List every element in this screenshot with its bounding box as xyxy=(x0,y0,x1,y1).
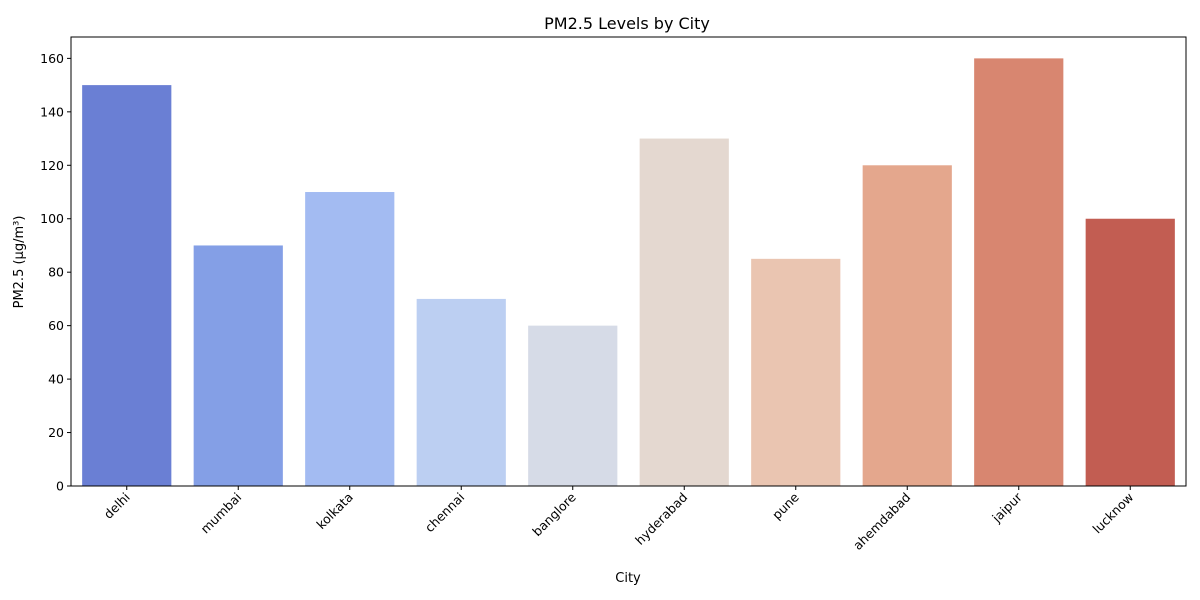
y-axis-label: PM2.5 (µg/m³) xyxy=(12,216,27,309)
x-tick-label: pune xyxy=(769,489,802,522)
bar-pune xyxy=(751,258,841,486)
x-tick-label: chennai xyxy=(422,490,468,536)
y-tick-label: 160 xyxy=(40,51,64,66)
y-axis: 0 20 40 60 80 100 120 140 160 xyxy=(40,51,71,494)
x-tick-label: kolkata xyxy=(313,490,356,533)
bar-mumbai xyxy=(193,245,283,486)
bar-delhi xyxy=(82,85,172,487)
bar-jaipur xyxy=(974,58,1064,486)
x-tick-label: delhi xyxy=(101,490,133,522)
y-tick-label: 20 xyxy=(48,425,64,440)
y-tick-label: 80 xyxy=(48,265,64,280)
bar-hyderabad xyxy=(639,138,729,486)
bar-ahemdabad xyxy=(862,165,952,487)
bar-lucknow xyxy=(1085,218,1175,487)
x-tick-label: hyderabad xyxy=(632,490,690,548)
y-tick-label: 100 xyxy=(40,211,64,226)
y-tick-label: 40 xyxy=(48,372,64,387)
x-tick-label: banglore xyxy=(529,489,579,539)
chart-title: PM2.5 Levels by City xyxy=(544,14,710,33)
y-tick-label: 60 xyxy=(48,318,64,333)
x-tick-label: ahemdabad xyxy=(850,490,913,553)
bar-kolkata xyxy=(305,192,395,486)
plot-frame xyxy=(70,36,1187,487)
y-tick-label: 120 xyxy=(40,158,64,173)
x-tick-label: lucknow xyxy=(1089,490,1136,537)
bar-chennai xyxy=(416,298,506,486)
x-axis: delhi mumbai kolkata chennai banglore hyderab… xyxy=(101,486,1136,553)
bar-banglore xyxy=(528,325,618,486)
x-axis-label: City xyxy=(615,571,641,586)
y-tick-label: 140 xyxy=(40,104,64,119)
x-tick-label: jaipur xyxy=(988,489,1025,526)
y-tick-label: 0 xyxy=(56,479,64,494)
x-tick-label: mumbai xyxy=(197,490,244,537)
bars-group xyxy=(82,58,1175,487)
